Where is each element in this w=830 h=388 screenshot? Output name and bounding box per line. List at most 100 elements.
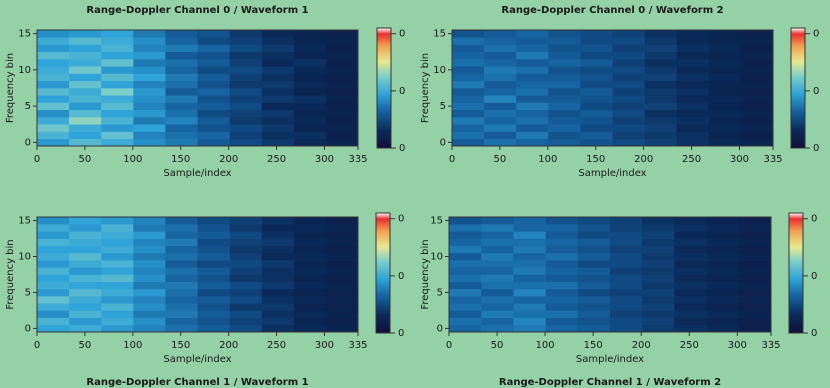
heatmap-cell: [326, 231, 358, 238]
heatmap-cell: [326, 74, 358, 82]
heatmap-cell: [513, 289, 546, 296]
heatmap-cell: [133, 325, 165, 332]
colorbar-tick-label: 0: [811, 328, 817, 339]
heatmap-cell: [37, 310, 69, 317]
heatmap-cell: [481, 289, 514, 296]
heatmap-cell: [326, 132, 358, 140]
heatmap-cell: [101, 52, 133, 60]
heatmap-cell: [642, 310, 675, 317]
heatmap-cell: [326, 110, 358, 118]
colorbar-tick-label: 0: [399, 143, 405, 154]
heatmap-cell: [198, 275, 230, 282]
heatmap-cell: [69, 117, 101, 125]
heatmap-cell: [709, 74, 741, 82]
heatmap-cell: [709, 132, 741, 140]
heatmap-cell: [645, 37, 677, 45]
heatmap-cell: [642, 267, 675, 274]
heatmap-cell: [294, 110, 326, 118]
heatmap-cell: [69, 52, 101, 60]
heatmap-cell: [37, 253, 69, 260]
heatmap-cell: [484, 81, 516, 89]
colorbar-tick-label: 0: [813, 86, 819, 97]
heatmap-cell: [230, 74, 262, 82]
heatmap-cell: [294, 239, 326, 246]
heatmap-cell: [452, 74, 484, 82]
heatmap-cell: [69, 30, 101, 38]
heatmap-cell: [739, 267, 772, 274]
heatmap-cell: [101, 310, 133, 317]
heatmap-cell: [709, 81, 741, 89]
heatmap-cell: [37, 103, 69, 111]
heatmap-cell: [578, 325, 611, 332]
heatmap-cell: [739, 246, 772, 253]
heatmap-cell: [37, 66, 69, 74]
heatmap-cell: [101, 224, 133, 231]
heatmap-cell: [548, 37, 580, 45]
heatmap-cell: [516, 74, 548, 82]
heatmap-cell: [546, 231, 579, 238]
heatmap-cell: [198, 74, 230, 82]
heatmap-cell: [484, 59, 516, 67]
heatmap-cell: [481, 296, 514, 303]
heatmap-cell: [452, 37, 484, 45]
heatmap-cell: [262, 224, 294, 231]
heatmap-cell: [548, 95, 580, 103]
heatmap-cell: [645, 52, 677, 60]
heatmap-cell: [741, 59, 773, 67]
heatmap-cell: [741, 103, 773, 111]
heatmap-cell: [133, 253, 165, 260]
heatmap-cell: [165, 132, 197, 140]
heatmap-cell: [133, 217, 165, 224]
heatmap-cell: [326, 303, 358, 310]
heatmap-cell: [642, 325, 675, 332]
heatmap-cell: [452, 117, 484, 125]
heatmap-cell: [230, 132, 262, 140]
x-tick-label: 335: [763, 154, 782, 165]
heatmap-cell: [133, 246, 165, 253]
heatmap-cell: [230, 45, 262, 53]
heatmap-cell: [481, 260, 514, 267]
heatmap-cell: [484, 45, 516, 53]
heatmap-cell: [709, 110, 741, 118]
heatmap-cell: [165, 88, 197, 96]
x-tick-label: 150: [171, 340, 190, 351]
heatmap-cell: [101, 45, 133, 53]
heatmap-cell: [165, 282, 197, 289]
heatmap-cell: [198, 37, 230, 45]
heatmap-cell: [707, 267, 740, 274]
heatmap-cell: [230, 124, 262, 132]
heatmap-cell: [198, 110, 230, 118]
heatmap-cell: [37, 37, 69, 45]
heatmap-cell: [165, 224, 197, 231]
heatmap-cell: [326, 217, 358, 224]
heatmap-cell: [165, 81, 197, 89]
heatmap-cell: [37, 124, 69, 132]
heatmap-cell: [69, 95, 101, 103]
panel-title: Range-Doppler Channel 0 / Waveform 1: [86, 5, 308, 16]
heatmap-cell: [484, 103, 516, 111]
x-tick-label: 335: [348, 154, 367, 165]
heatmap-cell: [739, 253, 772, 260]
heatmap-cell: [707, 289, 740, 296]
heatmap-cell: [101, 325, 133, 332]
heatmap-cell: [707, 224, 740, 231]
heatmap-cell: [262, 246, 294, 253]
heatmap-cell: [452, 59, 484, 67]
heatmap-cell: [230, 224, 262, 231]
heatmap-cell: [707, 246, 740, 253]
heatmap-cell: [69, 66, 101, 74]
heatmap-cell: [37, 289, 69, 296]
heatmap-cell: [548, 45, 580, 53]
heatmap-cell: [230, 110, 262, 118]
heatmap-cell: [709, 45, 741, 53]
heatmap-cell: [449, 260, 482, 267]
heatmap-cell: [294, 66, 326, 74]
heatmap-cell: [645, 30, 677, 38]
heatmap-cell: [642, 303, 675, 310]
heatmap-cell: [452, 124, 484, 132]
heatmap-cell: [452, 103, 484, 111]
heatmap-cell: [165, 289, 197, 296]
heatmap-cell: [513, 224, 546, 231]
x-tick-label: 335: [348, 340, 367, 351]
heatmap-cell: [294, 74, 326, 82]
